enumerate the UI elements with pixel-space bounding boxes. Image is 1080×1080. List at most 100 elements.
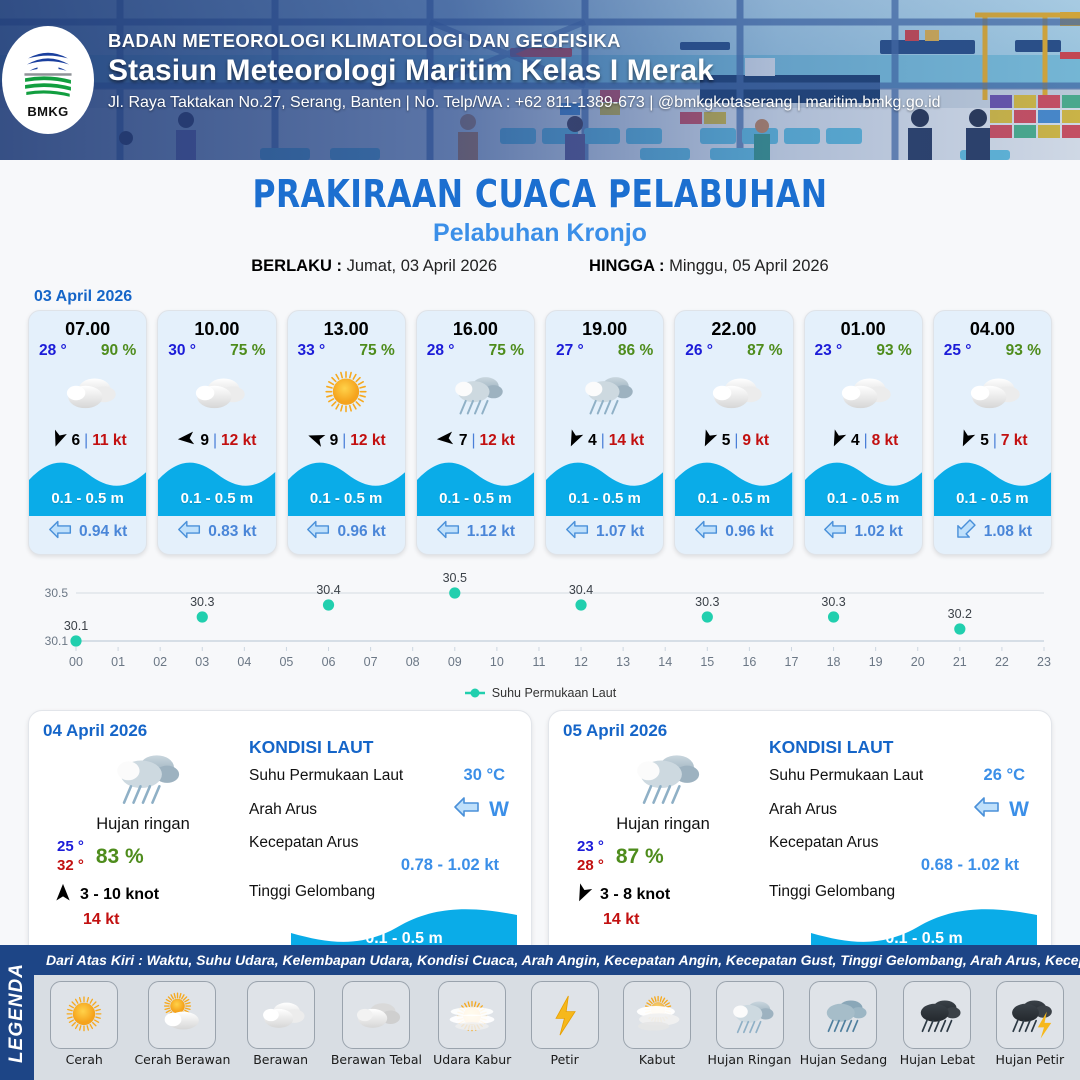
daily-temp-min: 25 ° (57, 838, 84, 855)
hingga-group: HINGGA : Minggu, 05 April 2026 (589, 257, 829, 276)
current-direction-arrow-icon (177, 517, 202, 547)
legend-side-label: LEGENDA (6, 962, 27, 1063)
gust-speed: 11 kt (92, 432, 127, 449)
legend-item-label: Udara Kabur (433, 1052, 512, 1067)
validity-row: BERLAKU : Jumat, 03 April 2026 HINGGA : … (0, 257, 1080, 276)
daily-left: 04 April 2026 Hujan ringan 25 ° 32 ° 83 … (43, 721, 243, 947)
hourly-card[interactable]: 16.00 28 ° 75 % 7 | 12 kt (415, 310, 535, 555)
hourly-card[interactable]: 04.00 25 ° 93 % 5 | 7 kt (932, 310, 1052, 555)
weather-berawan-icon (675, 362, 792, 424)
legend-item: Hujan Petir (988, 981, 1072, 1067)
weather-cerah-icon (288, 362, 405, 424)
card-wave: 0.1 - 0.5 m (416, 454, 534, 516)
legend-description-bar: Dari Atas Kiri : Waktu, Suhu Udara, Kele… (34, 945, 1080, 975)
current-speed-row: Kecepatan Arus 0.78 - 1.02 kt (249, 834, 517, 875)
card-current: 1.12 kt (417, 516, 534, 548)
hourly-card[interactable]: 22.00 26 ° 87 % 5 | 9 kt (674, 310, 794, 555)
bmkg-logo-text: BMKG (27, 104, 69, 119)
card-wind: 4 | 8 kt (805, 428, 922, 454)
card-humidity: 93 % (876, 342, 912, 359)
wave-height: 0.1 - 0.5 m (309, 490, 383, 507)
legend-item: Udara Kabur (430, 981, 514, 1067)
wave-row: Tinggi Gelombang 0.1 - 0.5 m (769, 883, 1037, 955)
sst-row: Suhu Permukaan Laut 26 °C (769, 766, 1037, 785)
weather-hujan-ringan-icon (43, 739, 243, 813)
sst-value: 26 °C (983, 766, 1025, 784)
sst-chart-svg: 30.530.100 01 02 03 04 05 06 07 08 09 10 11 12 13 14 15… (45, 571, 1051, 669)
current-direction-arrow-icon (565, 517, 590, 547)
wave-label: Tinggi Gelombang (249, 883, 376, 900)
wind-direction-arrow-icon (49, 429, 68, 453)
hourly-card[interactable]: 10.00 30 ° 75 % 9 | 12 kt (157, 310, 277, 555)
current-direction-arrow-icon (306, 517, 331, 547)
wave-row: Tinggi Gelombang 0.1 - 0.5 m (249, 883, 517, 955)
chart-series-name: Suhu Permukaan Laut (491, 686, 617, 700)
card-current: 1.07 kt (546, 516, 663, 548)
daily-forecast-row: 04 April 2026 Hujan ringan 25 ° 32 ° 83 … (0, 700, 1080, 958)
hingga-value: Minggu, 05 April 2026 (669, 257, 829, 275)
hourly-card[interactable]: 13.00 33 ° 75 % 9 | 12 kt (286, 310, 406, 555)
card-humidity: 75 % (230, 342, 266, 359)
wind-speed: 4 (850, 432, 860, 449)
bmkg-logo: BMKG (2, 26, 94, 134)
hourly-date-label: 03 April 2026 (34, 288, 133, 305)
svg-text:04: 04 (237, 655, 251, 669)
current-speed: 0.96 kt (725, 523, 774, 540)
gust-speed: 12 kt (350, 432, 386, 449)
svg-text:08: 08 (406, 655, 420, 669)
current-speed-label: Kecepatan Arus (249, 834, 359, 851)
card-wave: 0.1 - 0.5 m (158, 454, 276, 516)
current-direction-row: Arah Arus W (249, 793, 517, 826)
svg-text:05: 05 (279, 655, 293, 669)
svg-text:09: 09 (448, 655, 462, 669)
svg-text:14: 14 (658, 655, 672, 669)
wave-graphic: 0.1 - 0.5 m (811, 905, 1037, 955)
chart-legend: Suhu Permukaan Laut (0, 686, 1080, 700)
svg-text:06: 06 (322, 655, 336, 669)
daily-wind: 3 - 8 knot (563, 882, 763, 908)
wave-value: 0.1 - 0.5 m (365, 930, 443, 947)
svg-text:03: 03 (195, 655, 209, 669)
card-values: 26 ° 87 % (675, 340, 792, 360)
sea-condition-title: KONDISI LAUT (769, 737, 894, 757)
wind-direction-arrow-icon (53, 883, 73, 908)
daily-forecast-card[interactable]: 04 April 2026 Hujan ringan 25 ° 32 ° 83 … (28, 710, 532, 958)
hourly-card[interactable]: 19.00 27 ° 86 % 4 | 14 kt (545, 310, 665, 555)
current-direction-row: Arah Arus W (769, 793, 1037, 826)
legend-marker-icon (464, 688, 485, 698)
legend-item: Hujan Ringan (707, 981, 791, 1067)
card-time: 10.00 (194, 319, 240, 339)
daily-forecast-card[interactable]: 05 April 2026 Hujan ringan 23 ° 28 ° 87 … (548, 710, 1052, 958)
gust-speed: 12 kt (221, 432, 257, 449)
weather-hujan-ringan-icon (417, 362, 534, 424)
current-speed-value: 0.68 - 1.02 kt (920, 856, 1019, 874)
daily-wind-range: 3 - 10 knot (80, 886, 160, 903)
card-current: 0.83 kt (158, 516, 275, 548)
wave-height: 0.1 - 0.5 m (439, 490, 512, 507)
berlaku-label: BERLAKU : (251, 257, 343, 275)
hourly-card[interactable]: 01.00 23 ° 93 % 4 | 8 kt (803, 310, 923, 555)
hourly-card[interactable]: 07.00 28 ° 90 % 6 | 11 kt (28, 310, 148, 555)
hingga-label: HINGGA : (589, 257, 665, 275)
sst-chart: 30.5 30.1 00 01 02 03 04 05 06 07 08 09 10 11 12 13 14 15… (24, 569, 1056, 684)
card-time: 04.00 (969, 319, 1015, 339)
current-direction-value: W (1009, 797, 1029, 821)
svg-text:30.3: 30.3 (190, 595, 214, 609)
card-wind: 6 | 11 kt (29, 428, 146, 454)
gust-speed: 14 kt (608, 432, 645, 449)
wind-direction-arrow-icon (699, 429, 718, 453)
wind-separator: | (863, 432, 868, 449)
berlaku-group: BERLAKU : Jumat, 03 April 2026 (251, 257, 497, 276)
wind-separator: | (992, 432, 997, 449)
wind-separator: | (600, 432, 605, 449)
card-time: 07.00 (65, 319, 111, 339)
card-humidity: 75 % (488, 342, 524, 359)
legend-item-label: Kabut (638, 1052, 676, 1067)
card-air-temp: 28 ° (426, 342, 455, 359)
card-values: 28 ° 90 % (29, 340, 146, 360)
svg-text:19: 19 (869, 655, 883, 669)
berlaku-value: Jumat, 03 April 2026 (346, 257, 498, 275)
daily-date: 05 April 2026 (563, 721, 668, 740)
card-humidity: 75 % (359, 342, 395, 359)
legend-item-list: Cerah Cerah Berawan Berawan (34, 975, 1080, 1067)
